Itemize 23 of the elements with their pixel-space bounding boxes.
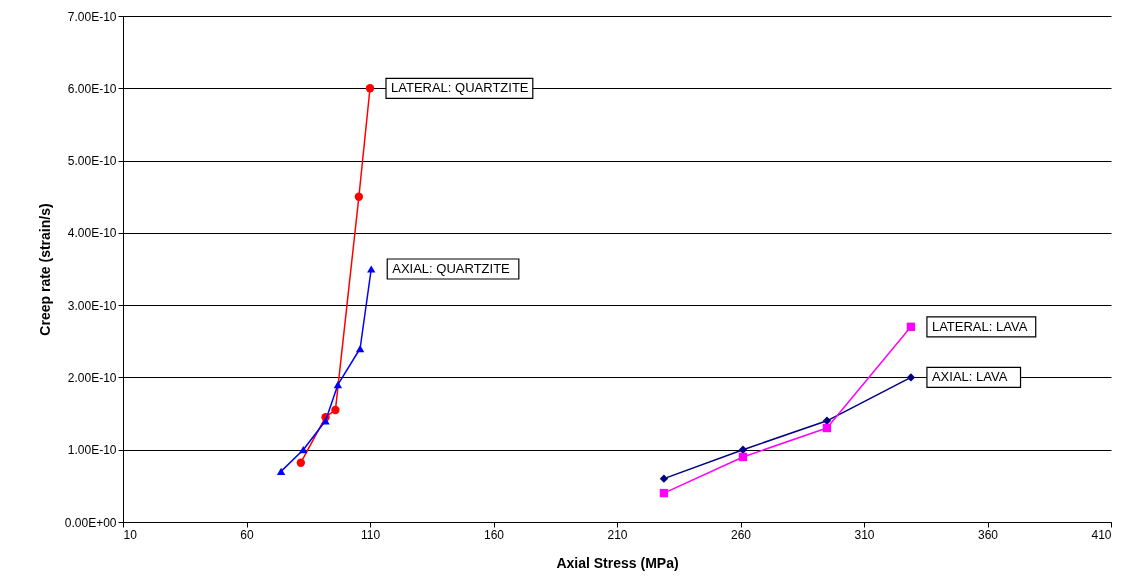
x-axis-title: Axial Stress (MPa) [556,554,679,571]
x-tick-label: 260 [730,527,752,542]
x-tick-label: 160 [483,527,505,542]
series-label: LATERAL: QUARTZITE [391,80,529,96]
y-tick-label: 0.00E+00 [64,515,117,530]
y-axis-title: Creep rate (strain/s) [36,203,53,336]
series-label: AXIAL: LAVA [931,369,1008,385]
y-tick-label: 4.00E-10 [67,226,117,241]
y-tick-label: 7.00E-10 [67,9,117,24]
x-tick-label: 210 [607,527,628,542]
series-label: LATERAL: LAVA [931,318,1028,334]
x-tick-label: 310 [854,527,875,542]
y-tick-label: 5.00E-10 [67,154,117,169]
x-tick-label: 110 [360,527,381,542]
y-tick-label: 3.00E-10 [67,298,117,313]
y-tick-label: 6.00E-10 [67,81,117,96]
x-tick-label: 410 [1091,527,1112,542]
series-label: AXIAL: QUARTZITE [392,261,511,276]
x-tick-label: 360 [977,527,999,542]
y-tick-label: 2.00E-10 [67,370,117,385]
x-tick-label: 10 [123,527,138,542]
y-tick-label: 1.00E-10 [67,443,117,458]
x-tick-label: 60 [240,527,254,542]
